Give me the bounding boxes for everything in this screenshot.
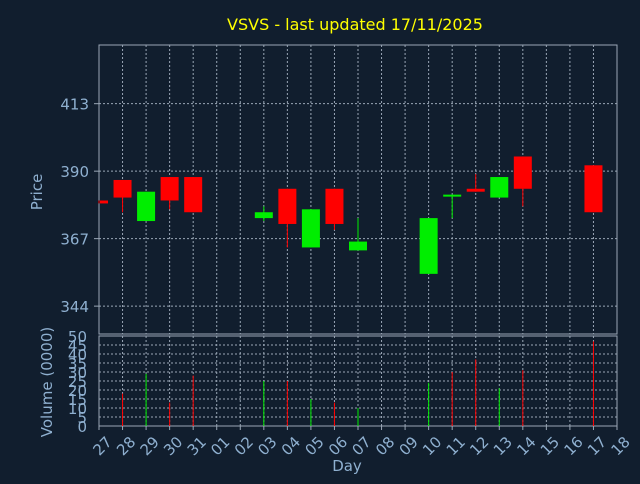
volume-tick-label: 10 [68, 400, 87, 418]
volume-axis-title: Volume (0000) [38, 327, 56, 437]
candle-body [100, 200, 108, 204]
price-tick-label: 413 [60, 96, 89, 114]
candle-body [466, 188, 485, 192]
price-tick-label: 344 [60, 298, 89, 316]
volume-tick-label: 5 [77, 409, 87, 427]
candle-body [113, 179, 132, 198]
day-axis-title: Day [332, 457, 362, 475]
price-panel: 344 367 390 413 [60, 44, 618, 335]
price-tick-label: 367 [60, 231, 89, 249]
candle-body [490, 177, 509, 198]
volume-tick-label: 15 [68, 391, 87, 409]
chart-title: VSVS - last updated 17/11/2025 [227, 15, 483, 34]
volume-tick-label: 25 [68, 373, 87, 391]
volume-tick-label: 0 [77, 418, 87, 436]
candle-body [137, 191, 156, 222]
candle-body [184, 177, 203, 213]
candle-body [584, 165, 603, 213]
volume-tick-label: 35 [68, 355, 87, 373]
candle-body [278, 188, 297, 224]
candle-body [513, 156, 532, 189]
candle-body [160, 177, 179, 201]
candle-body [419, 218, 438, 274]
volume-tick-label: 45 [68, 337, 87, 355]
volume-tick-label: 50 [68, 328, 87, 346]
candle-body [301, 209, 320, 248]
price-tick-label: 390 [60, 163, 89, 181]
candle-body [254, 212, 273, 219]
volume-tick-label: 40 [68, 346, 87, 364]
candle-body [325, 188, 344, 224]
candle-body [443, 194, 462, 197]
volume-tick-label: 30 [68, 364, 87, 382]
volume-tick-label: 20 [68, 382, 87, 400]
price-axis-title: Price [28, 174, 46, 211]
candle-body [349, 241, 367, 251]
